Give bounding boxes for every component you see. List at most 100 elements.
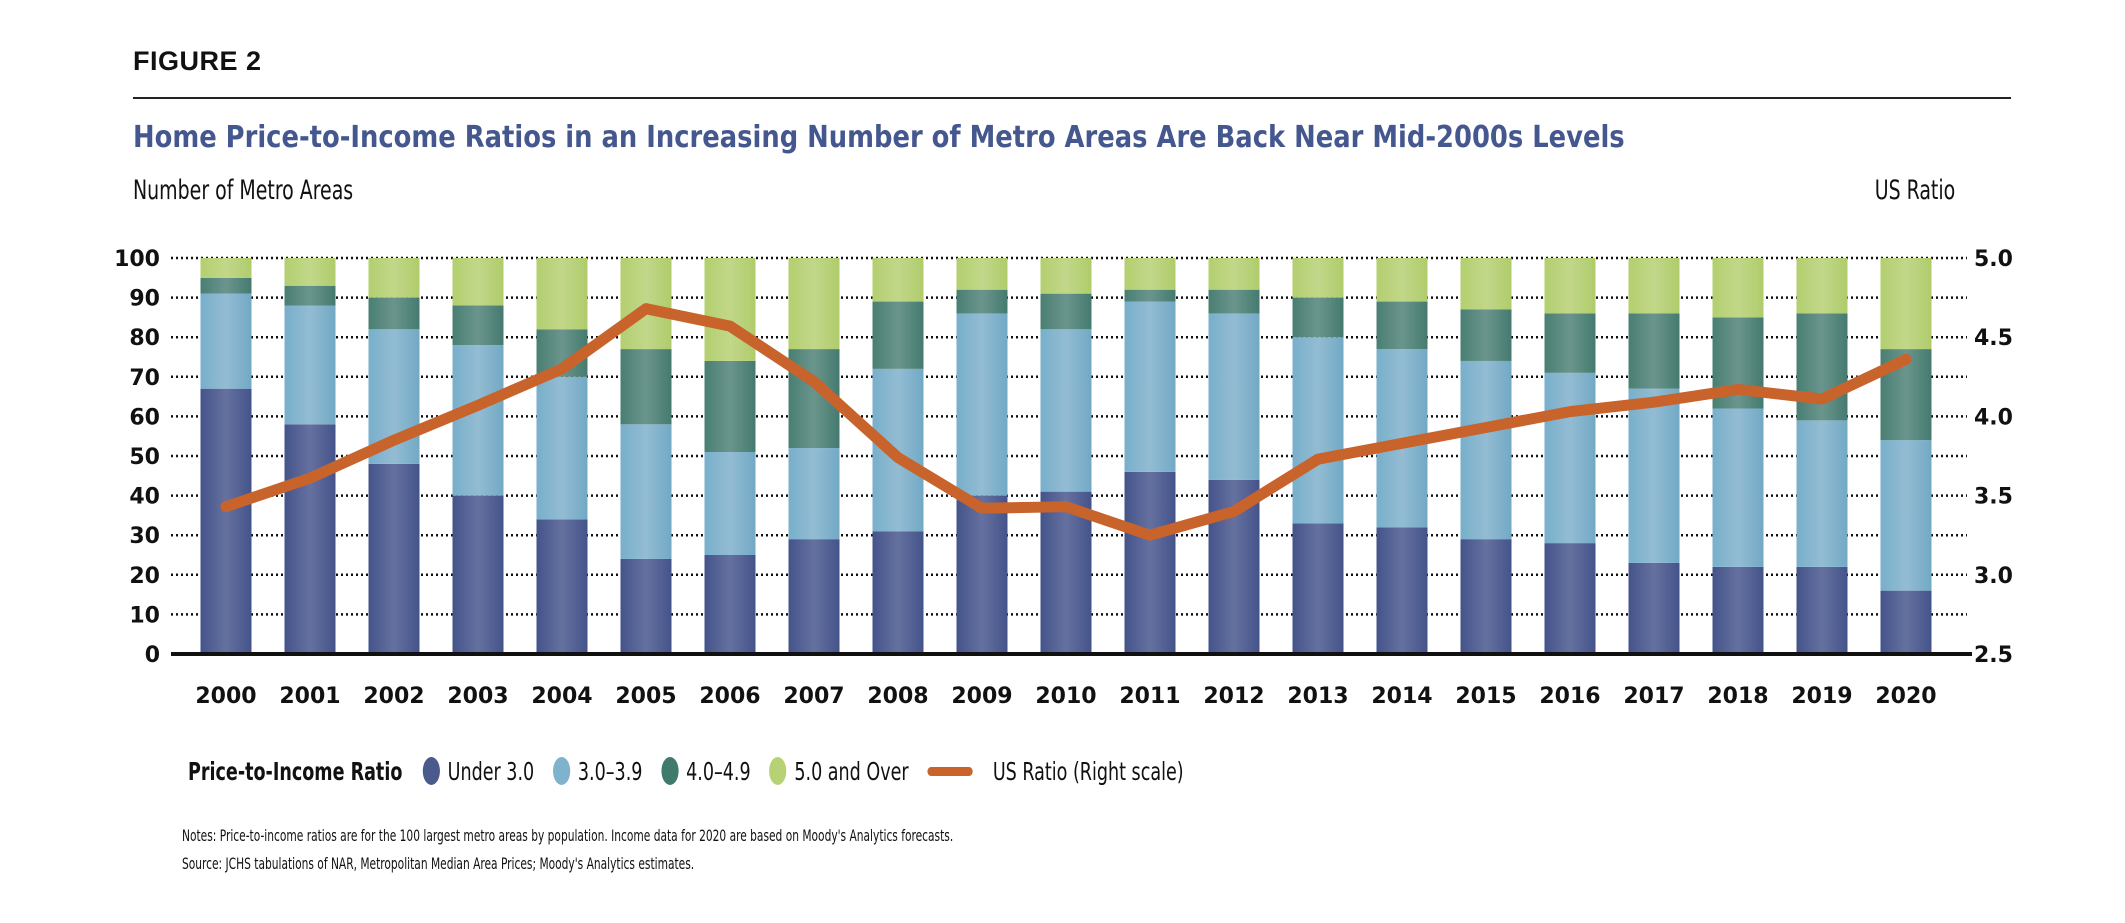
bar-segment-r5_over: [956, 258, 1008, 290]
x-tick: 2005: [615, 684, 676, 709]
bar-segment-under_3: [536, 519, 588, 654]
notes-line: Notes: Price-to-income ratios are for th…: [182, 826, 954, 845]
bar-segment-r3_39: [872, 368, 924, 532]
legend-label: 5.0 and Over: [794, 756, 909, 786]
y-tick-left: 70: [129, 366, 160, 391]
x-tick: 2009: [951, 684, 1012, 709]
x-tick: 2017: [1623, 684, 1684, 709]
bar-segment-r5_over: [1124, 258, 1176, 290]
bar-segment-under_3: [200, 388, 252, 654]
bar-segment-r5_over: [1040, 258, 1092, 294]
x-tick: 2014: [1371, 684, 1432, 709]
x-tick: 2000: [195, 684, 256, 709]
bar-stack-2007: [788, 258, 840, 654]
bar-segment-under_3: [1460, 539, 1512, 654]
bar-segment-r3_39: [200, 293, 252, 389]
legend-item-us-ratio: US Ratio (Right scale): [927, 757, 1184, 786]
legend-item-4-to-4-9: 4.0–4.9: [661, 757, 751, 786]
bar-segment-under_3: [1880, 590, 1932, 654]
bar-segment-r3_39: [1544, 372, 1596, 544]
bar-segment-r5_over: [1460, 258, 1512, 310]
bar-segment-under_3: [452, 495, 504, 654]
y-tick-left: 80: [129, 326, 160, 351]
y-tick-right: 5.0: [1974, 247, 2013, 272]
bar-segment-r5_over: [1880, 258, 1932, 350]
bar-segment-under_3: [704, 555, 756, 654]
bar-stack-2018: [1712, 258, 1764, 654]
legend: Price-to-Income Ratio Under 3.0 3.0–3.9 …: [188, 753, 1202, 789]
bar-segment-r4_49: [452, 305, 504, 346]
y-tick-left: 30: [129, 524, 160, 549]
bar-stack-2008: [872, 258, 924, 654]
bar-segment-r4_49: [1040, 293, 1092, 330]
bar-stack-2004: [536, 258, 588, 654]
bar-stack-2009: [956, 258, 1008, 654]
y-tick-left: 40: [129, 485, 160, 510]
bar-segment-r5_over: [284, 258, 336, 286]
bar-segment-under_3: [368, 463, 420, 654]
y-tick-right: 4.0: [1974, 405, 2013, 430]
bar-segment-r5_over: [368, 258, 420, 298]
bar-segment-r3_39: [1796, 420, 1848, 567]
bar-segment-under_3: [1628, 562, 1680, 654]
bar-stack-2016: [1544, 258, 1596, 654]
bar-segment-r3_39: [536, 376, 588, 520]
bar-segment-r4_49: [1628, 313, 1680, 389]
legend-title: Price-to-Income Ratio: [188, 756, 403, 786]
y-tick-left: 0: [145, 643, 160, 668]
bar-segment-r4_49: [872, 301, 924, 369]
x-tick: 2011: [1119, 684, 1180, 709]
x-tick: 2002: [363, 684, 424, 709]
x-tick: 2016: [1539, 684, 1600, 709]
bar-segment-r3_39: [956, 313, 1008, 496]
y-tick-right: 3.5: [1974, 485, 2013, 510]
bar-stack-2019: [1796, 258, 1848, 654]
y-tick-left: 90: [129, 287, 160, 312]
bar-segment-r4_49: [1376, 301, 1428, 350]
x-tick: 2006: [699, 684, 760, 709]
bar-segment-under_3: [1796, 566, 1848, 654]
legend-swatch-4-to-4-9: [661, 757, 679, 785]
y-tick-left: 20: [129, 564, 160, 589]
us-ratio-line: [220, 303, 1912, 541]
bar-stack-2005: [620, 258, 672, 654]
bar-segment-r4_49: [368, 297, 420, 330]
bar-segment-r4_49: [284, 285, 336, 306]
x-tick: 2020: [1875, 684, 1936, 709]
bar-segment-r4_49: [704, 360, 756, 453]
bar-stack-2013: [1292, 258, 1344, 654]
x-tick: 2001: [279, 684, 340, 709]
bar-segment-r3_39: [1292, 337, 1344, 524]
bar-segment-under_3: [956, 495, 1008, 654]
bar-segment-r4_49: [1124, 289, 1176, 302]
bar-segment-r3_39: [1208, 313, 1260, 480]
bar-segment-r3_39: [452, 345, 504, 496]
bar-segment-r5_over: [452, 258, 504, 306]
legend-swatch-5-and-over: [769, 757, 787, 785]
y-axis-left-label: Number of Metro Areas: [133, 175, 354, 206]
bar-segment-r5_over: [1628, 258, 1680, 314]
bar-segment-r3_39: [1460, 360, 1512, 540]
y-tick-right: 4.5: [1974, 326, 2013, 351]
bar-segment-under_3: [620, 558, 672, 654]
bar-stack-2017: [1628, 258, 1680, 654]
bar-stack-2000: [200, 258, 252, 654]
bar-segment-r3_39: [704, 452, 756, 555]
y-tick-left: 60: [129, 405, 160, 430]
bar-segment-under_3: [1544, 543, 1596, 654]
bar-segment-under_3: [1124, 471, 1176, 654]
bar-segment-r3_39: [1040, 329, 1092, 492]
legend-label: 3.0–3.9: [577, 756, 643, 786]
notes: Notes: Price-to-income ratios are for th…: [182, 822, 953, 878]
x-tick: 2018: [1707, 684, 1768, 709]
bars: [200, 258, 1932, 654]
y-tick-right: 2.5: [1974, 643, 2013, 668]
bar-segment-r3_39: [284, 305, 336, 425]
y-axis-right-label: US Ratio: [1874, 175, 1955, 206]
bar-segment-under_3: [788, 539, 840, 654]
x-axis-ticks: 2000 2001 2002 2003 2004 2005 2006 2007 2008 2009…: [195, 684, 1936, 709]
bar-stack-2012: [1208, 258, 1260, 654]
legend-swatch-us-ratio: [927, 766, 973, 776]
legend-item-under-3: Under 3.0: [422, 757, 534, 786]
